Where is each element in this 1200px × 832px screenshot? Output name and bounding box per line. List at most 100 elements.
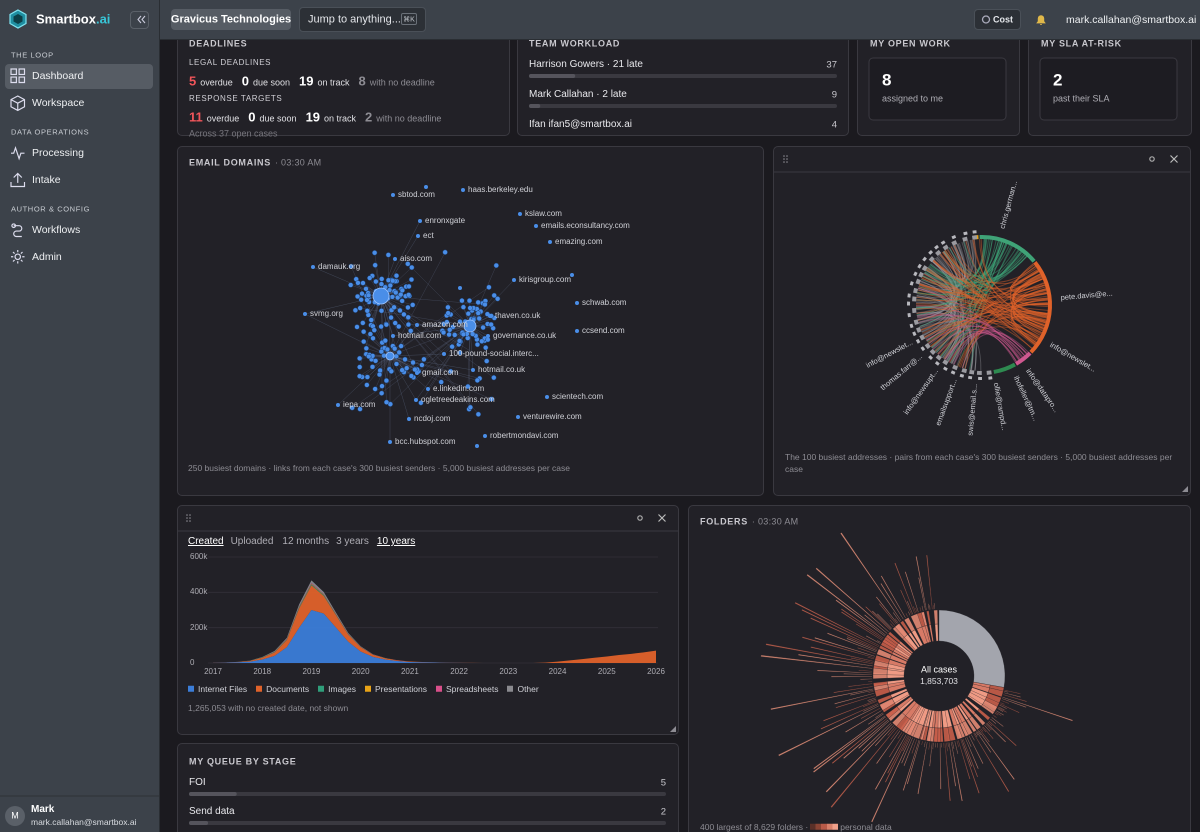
folder-spike <box>927 603 930 610</box>
chord <box>916 295 973 371</box>
chord-arc <box>986 370 992 375</box>
chord <box>916 260 955 304</box>
chord <box>922 319 1041 338</box>
folder-spike <box>760 654 873 669</box>
chord-arc <box>961 368 968 374</box>
network-node <box>383 321 390 328</box>
network-node <box>393 257 397 261</box>
chord <box>916 298 951 323</box>
count-value: 0 <box>241 73 249 89</box>
network-node <box>393 273 400 279</box>
network-node <box>486 334 490 338</box>
chord <box>916 313 1024 358</box>
chord-ring <box>928 355 934 360</box>
network-node <box>388 440 392 444</box>
cost-label[interactable]: Cost <box>993 14 1013 24</box>
panel-title: MY QUEUE BY STAGE <box>189 756 297 767</box>
chord-arc <box>915 278 921 285</box>
tab[interactable]: 10 years <box>376 536 416 547</box>
chord <box>1014 290 1048 302</box>
nav-icon <box>11 145 25 161</box>
cost-button[interactable] <box>974 9 1021 30</box>
chord <box>926 251 1022 343</box>
folder-spike <box>962 738 979 778</box>
network-node <box>442 352 446 356</box>
member-count: 4 <box>831 119 837 131</box>
chord <box>916 312 955 350</box>
folder-segment <box>977 708 991 721</box>
chord <box>925 242 1005 284</box>
node-label: bcc.hubspot.com <box>395 437 456 446</box>
folder-spike <box>810 646 874 662</box>
chord <box>916 260 955 314</box>
folder-spike <box>825 723 893 793</box>
nav-item[interactable]: Processing <box>32 146 84 159</box>
network-node <box>405 261 411 267</box>
nav-item[interactable]: Intake <box>32 173 61 186</box>
network-node <box>410 302 416 308</box>
network-node <box>392 345 398 352</box>
folder-spike <box>815 567 890 633</box>
search-box[interactable] <box>299 7 426 32</box>
folder-spike <box>995 710 1005 716</box>
folder-spike <box>770 688 874 711</box>
drag-handle <box>189 514 191 516</box>
folder-spike <box>932 742 934 750</box>
chord <box>944 332 1017 362</box>
nav-icon <box>11 250 25 264</box>
x-tick-label: 2024 <box>548 667 567 676</box>
folder-spike <box>947 742 949 748</box>
folder-spike <box>900 589 913 616</box>
network-node <box>376 371 383 378</box>
network-node <box>479 338 485 344</box>
y-tick-label: 0 <box>190 658 195 667</box>
chord <box>935 239 993 353</box>
tab[interactable]: Created <box>188 536 224 547</box>
bell-icon[interactable] <box>1036 15 1046 25</box>
chord <box>934 330 963 362</box>
org-name[interactable]: Gravicus Technologies <box>170 13 292 25</box>
topbar-icons <box>981 15 1046 25</box>
folder-spike <box>778 705 880 757</box>
nav-item[interactable]: Workflows <box>32 223 81 236</box>
collapse-button[interactable] <box>130 11 149 29</box>
network-node <box>369 364 376 370</box>
chord <box>951 243 1007 364</box>
folder-spike <box>874 725 895 747</box>
drag-handle <box>186 520 188 522</box>
nav-item[interactable]: Dashboard <box>32 69 84 82</box>
network-edge <box>392 325 471 337</box>
created-footer: 1,265,053 with no created date, not show… <box>188 702 349 713</box>
x-tick-label: 2025 <box>597 667 616 676</box>
chord <box>940 243 1008 357</box>
chord <box>918 267 1037 294</box>
tab[interactable]: Uploaded <box>230 536 274 547</box>
folder-spike <box>865 635 881 645</box>
nav-item[interactable]: Workspace <box>32 96 85 109</box>
nav-item[interactable]: Admin <box>32 250 62 263</box>
footer-text: 400 largest of 8,629 folders · <box>700 821 809 832</box>
tab[interactable]: 12 months <box>282 536 330 547</box>
folder-spike <box>979 728 990 743</box>
node-label: ect <box>423 231 434 240</box>
node-label: kirisgroup.com <box>519 275 572 284</box>
stat-caption: past their SLA <box>1053 93 1110 104</box>
tab[interactable]: 3 years <box>336 536 369 547</box>
network-node <box>348 263 354 270</box>
folder-spike <box>985 723 992 731</box>
chord-ring <box>920 346 926 352</box>
folder-spike <box>812 716 887 773</box>
shortcut-key <box>401 13 417 25</box>
folder-spike <box>1003 690 1009 693</box>
queue-panel <box>177 743 679 832</box>
search-placeholder[interactable]: Jump to anything... <box>308 13 401 25</box>
folder-spike <box>834 692 875 705</box>
org-button[interactable] <box>171 9 291 30</box>
chord <box>916 252 1023 301</box>
panel-title-row: DEADLINES <box>189 39 251 49</box>
count-value: 8 <box>358 73 366 89</box>
chord <box>923 273 955 344</box>
network-node <box>460 304 467 310</box>
network-node <box>421 356 427 362</box>
folder-spike <box>970 734 975 741</box>
